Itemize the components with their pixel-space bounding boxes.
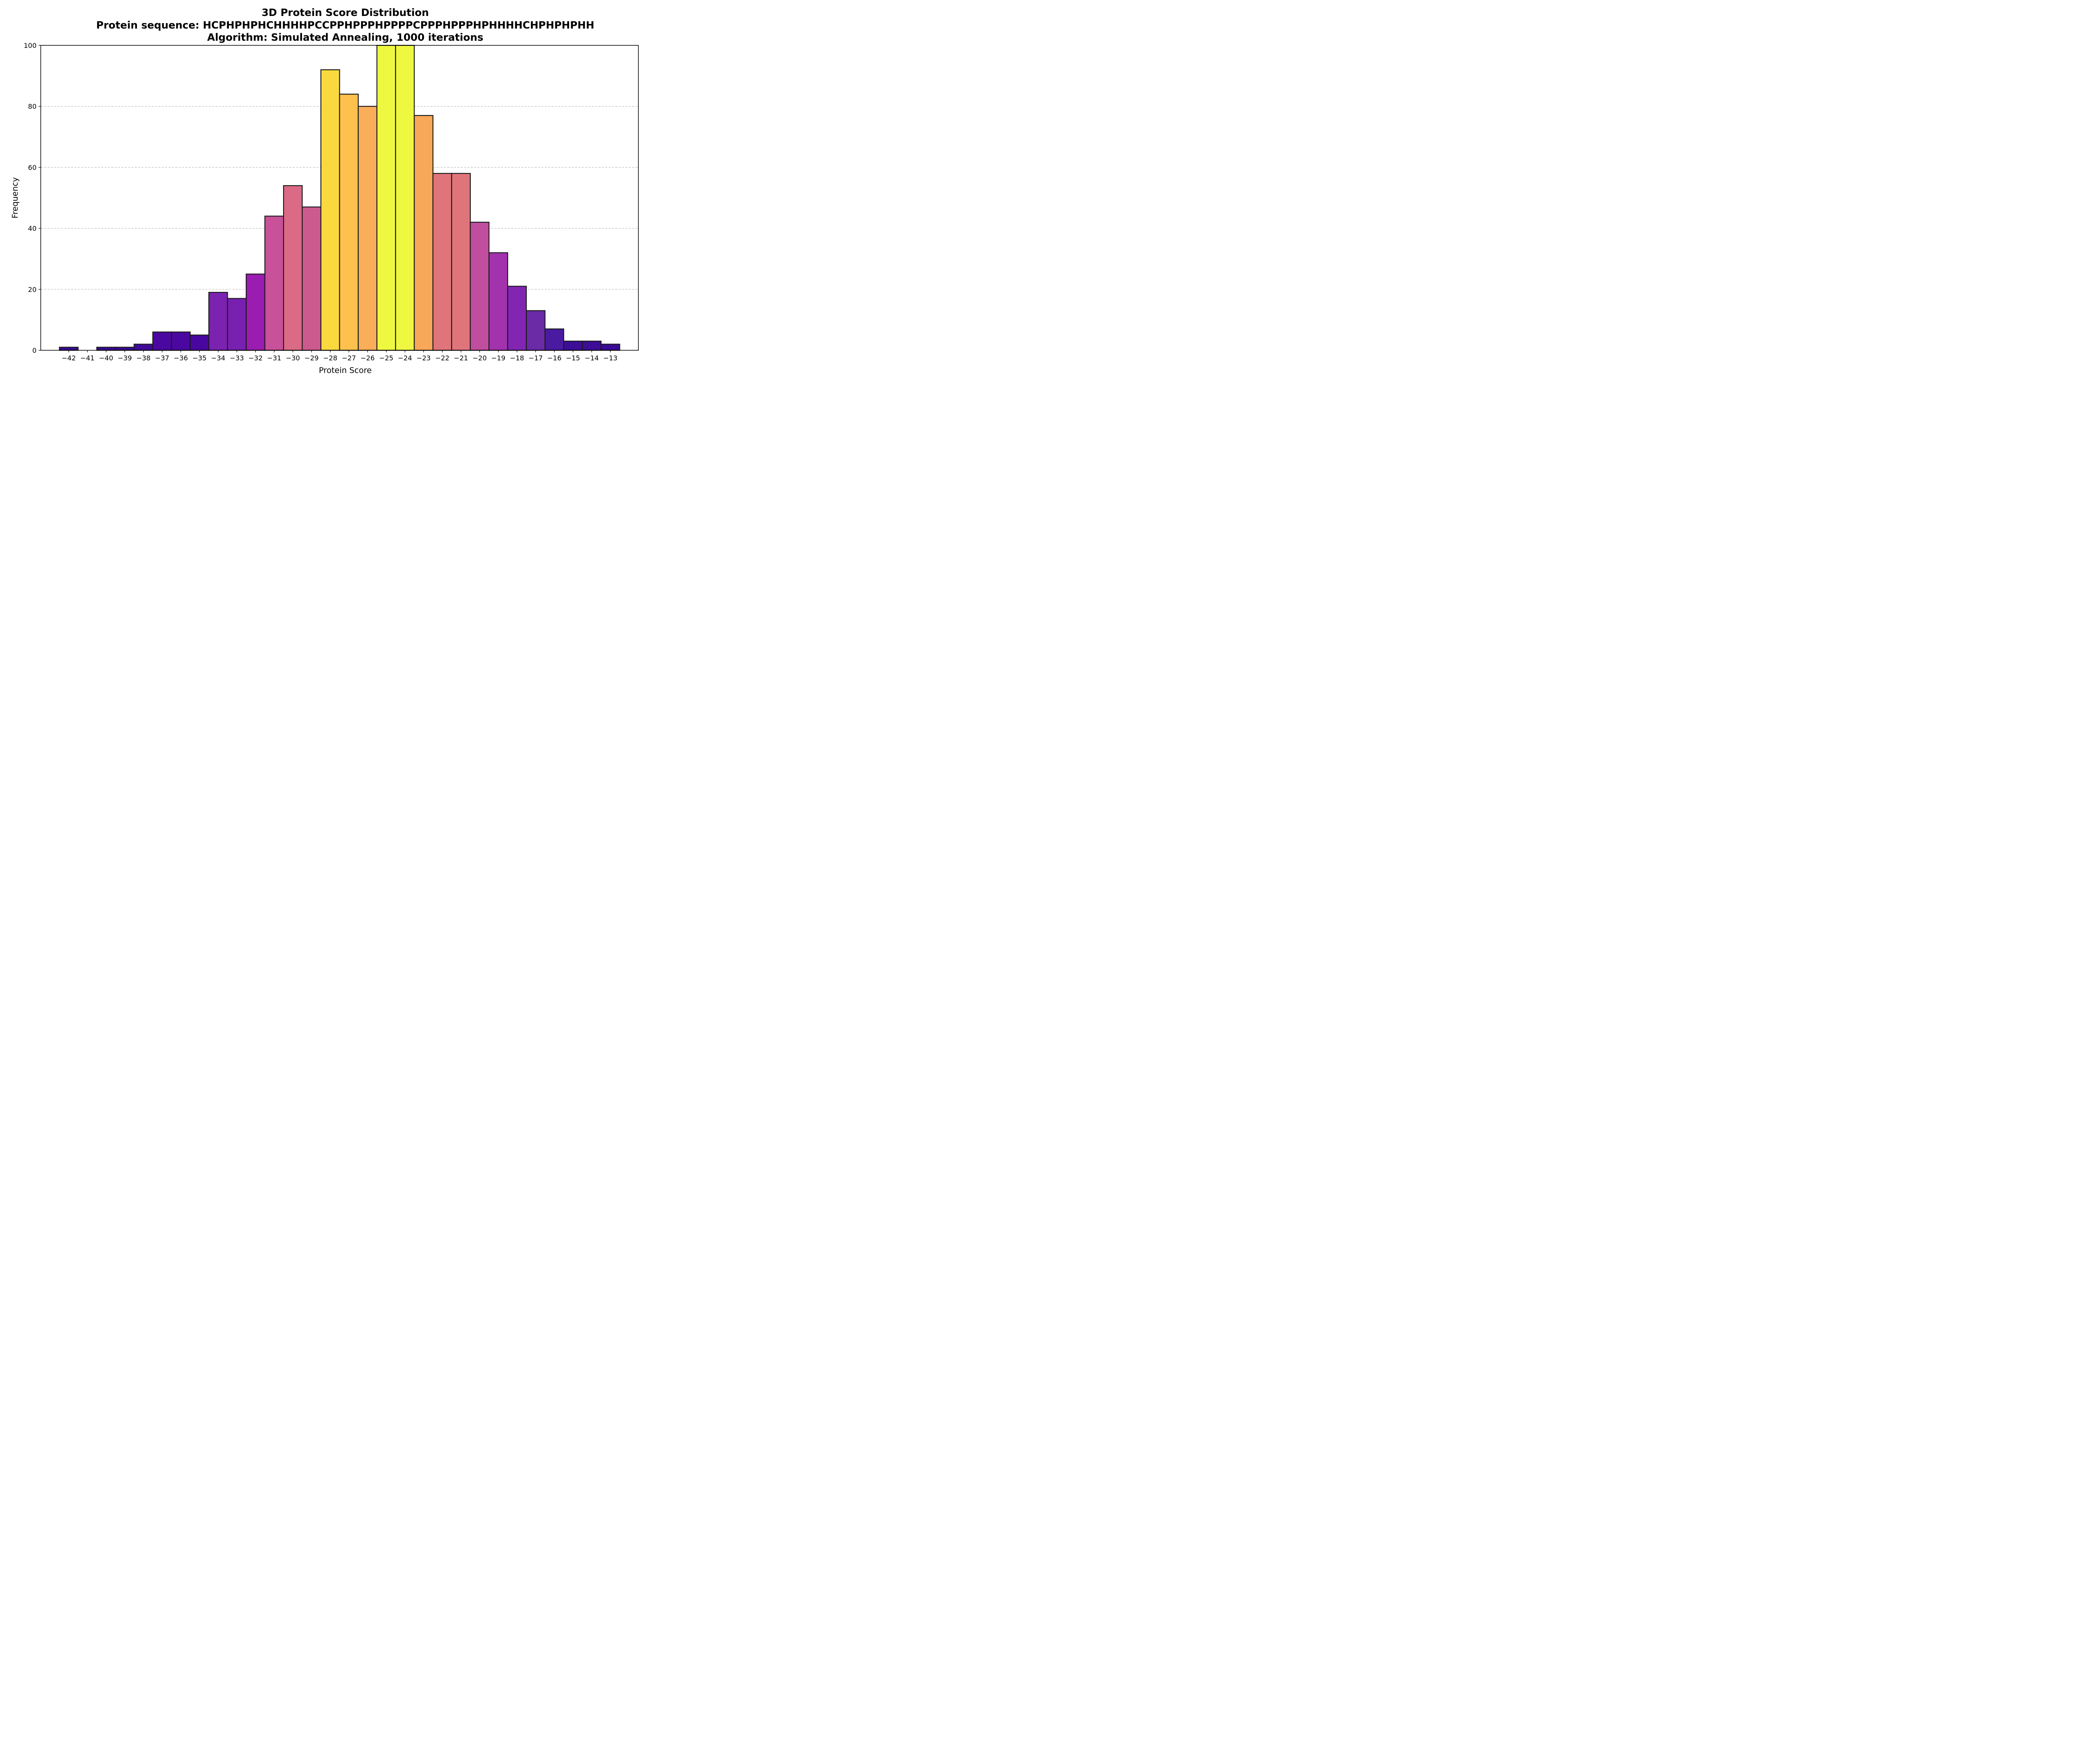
histogram-bar <box>189 334 210 351</box>
y-tick-label: 0 <box>32 346 37 354</box>
histogram-bar <box>96 346 116 351</box>
histogram-bar <box>302 206 322 351</box>
chart-title: 3D Protein Score Distribution <box>262 7 429 18</box>
histogram-bar <box>600 344 620 351</box>
histogram-bar <box>526 310 546 351</box>
histogram-bar <box>376 45 396 351</box>
x-tick-label: −17 <box>529 354 543 362</box>
x-tick-label: −40 <box>99 354 113 362</box>
x-tick-label: −38 <box>136 354 151 362</box>
x-tick-label: −21 <box>454 354 468 362</box>
histogram-bar <box>414 115 433 351</box>
histogram-bar <box>171 331 191 351</box>
x-tick-label: −33 <box>230 354 244 362</box>
histogram-bars <box>59 45 620 351</box>
y-axis-ticks: 0 20 40 60 80 100 <box>24 42 41 354</box>
x-axis-label: Protein Score <box>319 366 372 375</box>
x-tick-label: −30 <box>286 354 300 362</box>
x-tick-label: −34 <box>211 354 226 362</box>
histogram-bar <box>395 45 415 351</box>
x-tick-label: −19 <box>491 354 506 362</box>
x-tick-label: −20 <box>472 354 487 362</box>
histogram-bar <box>264 215 284 351</box>
x-tick-label: −18 <box>510 354 524 362</box>
x-tick-label: −36 <box>174 354 188 362</box>
histogram-bar <box>582 341 602 351</box>
x-tick-label: −31 <box>267 354 281 362</box>
histogram-bar <box>208 291 228 351</box>
y-tick-label: 60 <box>28 163 37 171</box>
x-tick-label: −23 <box>417 354 431 362</box>
x-axis-ticks: −42 −41 −40 −39 −38 −37 −36 −35 −34 −33 −32 −31 −30−… <box>62 350 617 362</box>
histogram-bar <box>152 331 172 351</box>
histogram-bar <box>320 69 340 351</box>
x-tick-label: −39 <box>118 354 132 362</box>
x-tick-label: −22 <box>435 354 449 362</box>
histogram-bar <box>451 173 471 351</box>
x-tick-label: −28 <box>323 354 337 362</box>
x-tick-label: −26 <box>360 354 375 362</box>
y-tick-label: 20 <box>28 286 37 294</box>
x-tick-label: −37 <box>155 354 169 362</box>
x-tick-label: −27 <box>342 354 356 362</box>
y-axis-label: Frequency <box>10 177 20 218</box>
y-tick-label: 100 <box>24 42 37 50</box>
histogram-bar <box>563 341 583 351</box>
histogram-bar <box>134 344 153 351</box>
chart-root: 3D Protein Score Distribution Protein se… <box>0 0 659 381</box>
histogram-bar <box>283 185 303 351</box>
x-tick-label: −29 <box>304 354 319 362</box>
histogram-bar <box>246 273 265 351</box>
chart-subtitle-sequence: Protein sequence: HCPHPHPHCHHHHPCCPPHPPP… <box>96 19 594 31</box>
x-tick-label: −15 <box>566 354 580 362</box>
histogram-bar <box>227 298 247 351</box>
histogram-bar <box>59 346 79 351</box>
y-tick-label: 40 <box>28 225 37 233</box>
y-gridlines <box>41 106 638 290</box>
histogram-bar <box>488 252 508 351</box>
histogram-bar <box>115 346 135 351</box>
x-tick-label: −14 <box>585 354 599 362</box>
plot-frame <box>40 45 639 351</box>
x-tick-label: −35 <box>192 354 207 362</box>
chart-subtitle-algorithm: Algorithm: Simulated Annealing, 1000 ite… <box>207 32 483 43</box>
x-tick-label: −42 <box>62 354 76 362</box>
x-tick-label: −13 <box>603 354 617 362</box>
x-tick-label: −25 <box>379 354 394 362</box>
histogram-bar <box>357 106 378 351</box>
histogram-bar <box>507 286 527 351</box>
x-tick-label: −16 <box>547 354 562 362</box>
x-tick-label: −41 <box>80 354 94 362</box>
histogram-bar <box>470 221 490 351</box>
histogram-bar <box>544 328 564 351</box>
histogram-bar <box>339 94 359 351</box>
x-tick-label: −24 <box>398 354 412 362</box>
y-tick-label: 80 <box>28 102 37 110</box>
histogram-chart: 3D Protein Score Distribution Protein se… <box>10 7 639 375</box>
histogram-bar <box>432 173 452 351</box>
x-tick-label: −32 <box>249 354 263 362</box>
